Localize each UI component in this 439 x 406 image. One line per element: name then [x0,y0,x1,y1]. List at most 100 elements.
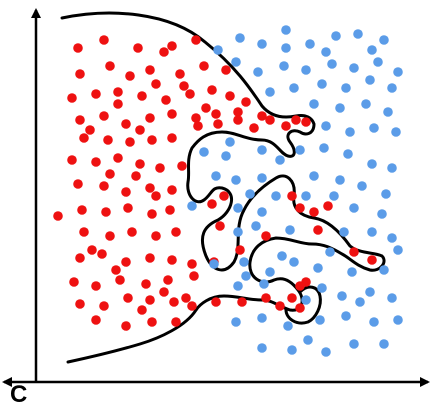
class-b-point-59 [265,267,275,277]
class-b-point-23 [361,99,371,109]
class-a-point-51 [77,205,87,215]
class-a-point-117 [159,287,169,297]
class-a-point-69 [91,281,101,291]
boundary-outer-curve [60,11,386,364]
class-a-point-74 [75,299,85,309]
class-a-point-88 [207,199,217,209]
class-a-point-119 [257,111,267,121]
class-a-point-23 [145,113,155,123]
class-b-point-30 [221,151,231,161]
class-a-point-34 [213,119,223,129]
class-a-point-96 [313,225,323,235]
class-a-point-91 [235,245,245,255]
class-b-point-64 [233,281,243,291]
class-b-point-79 [349,339,359,349]
class-a-point-22 [121,119,131,129]
class-a-point-13 [91,89,101,99]
class-b-point-85 [275,155,285,165]
class-a-point-79 [187,301,197,311]
class-a-point-86 [171,317,181,327]
class-a-point-94 [309,207,319,217]
class-b-point-14 [373,57,383,67]
class-a-point-105 [159,47,169,57]
class-a-point-118 [181,293,191,303]
class-b-point-39 [257,173,267,183]
class-b-point-8 [231,57,241,67]
class-b-point-37 [211,171,221,181]
class-b-point-58 [241,271,251,281]
class-b-point-49 [349,203,359,213]
class-b-point-63 [379,265,389,275]
class-a-point-95 [323,201,333,211]
class-b-point-10 [279,61,289,71]
class-b-point-19 [365,75,375,85]
class-a-point-31 [147,135,157,145]
class-b-point-40 [309,171,319,181]
class-a-point-15 [137,91,147,101]
class-b-point-69 [387,293,397,303]
class-b-point-87 [393,245,403,255]
class-b-point-21 [309,99,319,109]
class-b-point-24 [383,107,393,117]
class-b-point-11 [301,65,311,75]
class-b-point-16 [289,83,299,93]
class-b-point-81 [281,25,291,35]
class-b-point-9 [253,67,263,77]
class-b-point-18 [341,83,351,93]
class-a-point-50 [167,185,177,195]
class-b-point-71 [257,313,267,323]
class-a-point-58 [105,231,115,241]
class-b-point-12 [327,59,337,69]
class-a-point-25 [191,113,201,123]
class-a-point-109 [135,125,145,135]
class-a-point-27 [233,107,243,117]
class-b-point-76 [257,343,267,353]
class-b-point-67 [337,291,347,301]
class-a-point-77 [145,295,155,305]
class-a-point-100 [287,293,297,303]
class-a-point-41 [155,163,165,173]
class-a-point-47 [99,181,109,191]
class-a-point-18 [207,85,217,95]
class-b-point-26 [345,127,355,137]
class-b-point-62 [347,267,357,277]
decision-boundary [60,11,386,364]
class-b-point-70 [231,317,241,327]
class-a-point-36 [265,115,275,125]
class-a-point-75 [99,301,109,311]
class-a-point-54 [123,203,133,213]
class-a-point-104 [275,301,285,311]
class-a-point-12 [67,93,77,103]
class-b-point-0 [213,45,223,55]
class-a-point-46 [73,179,83,189]
class-b-point-36 [387,163,397,173]
class-b-point-20 [387,83,397,93]
class-a-point-1 [99,35,109,45]
class-a-point-115 [111,265,121,275]
class-b-point-50 [377,209,387,219]
class-a-point-33 [193,121,203,131]
class-a-point-4 [191,35,201,45]
class-b-point-57 [209,259,219,269]
class-a-point-49 [145,183,155,193]
class-a-point-67 [187,259,197,269]
class-a-point-114 [87,245,97,255]
class-b-point-5 [331,31,341,41]
class-b-point-93 [303,335,313,345]
class-a-point-10 [199,61,209,71]
class-a-point-28 [79,133,89,143]
class-a-point-53 [101,207,111,217]
class-b-point-72 [283,321,293,331]
class-a-point-0 [73,43,83,53]
class-a-point-14 [113,87,123,97]
class-b-point-45 [233,203,243,213]
class-a-point-37 [67,155,77,165]
class-a-point-59 [127,227,137,237]
class-a-point-11 [221,65,231,75]
class-b-point-31 [257,145,267,155]
class-b-point-6 [353,29,363,39]
class-a-point-68 [69,277,79,287]
class-a-point-39 [113,153,123,163]
class-a-point-106 [151,79,161,89]
boundary-inner-loop [284,285,322,325]
